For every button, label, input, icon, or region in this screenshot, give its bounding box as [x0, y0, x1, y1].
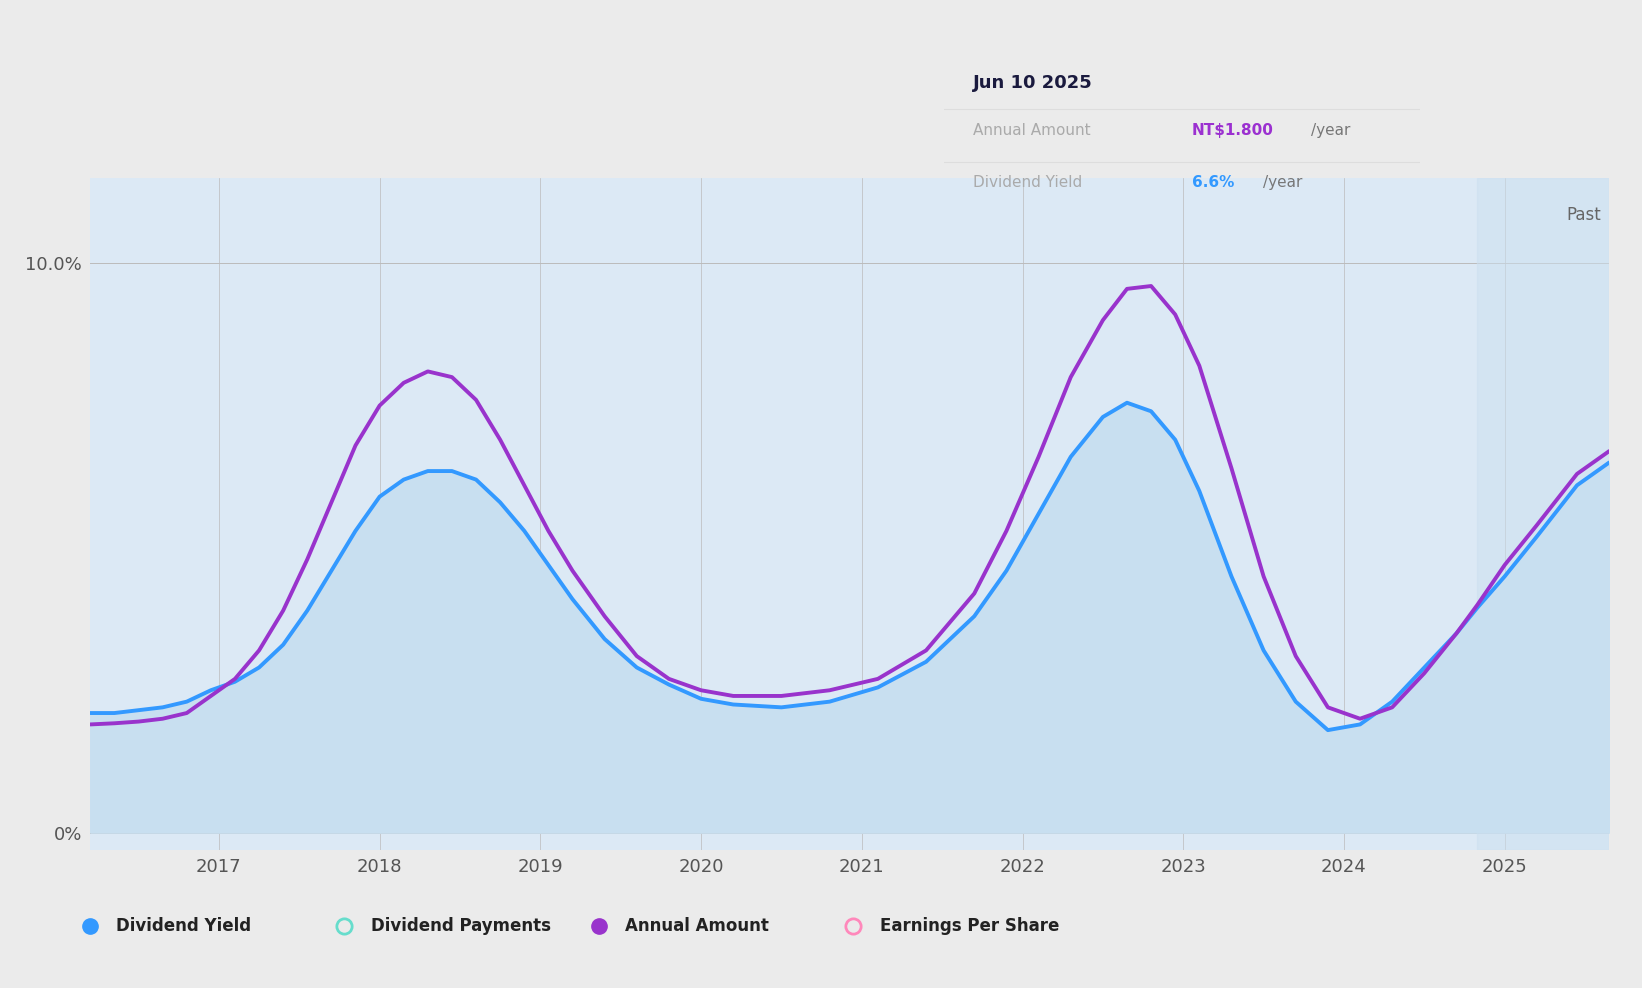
Bar [1478, 178, 1609, 850]
Text: NT$1.800: NT$1.800 [1192, 124, 1274, 138]
Text: Dividend Payments: Dividend Payments [371, 917, 550, 936]
Text: Annual Amount: Annual Amount [626, 917, 768, 936]
Text: Past: Past [1566, 206, 1601, 224]
Text: Dividend Yield: Dividend Yield [972, 176, 1082, 191]
Text: /year: /year [1263, 176, 1302, 191]
Text: 6.6%: 6.6% [1192, 176, 1235, 191]
Text: /year: /year [1310, 124, 1350, 138]
Text: Jun 10 2025: Jun 10 2025 [972, 74, 1092, 92]
Text: Annual Amount: Annual Amount [972, 124, 1090, 138]
Text: Earnings Per Share: Earnings Per Share [880, 917, 1059, 936]
Text: Dividend Yield: Dividend Yield [117, 917, 251, 936]
